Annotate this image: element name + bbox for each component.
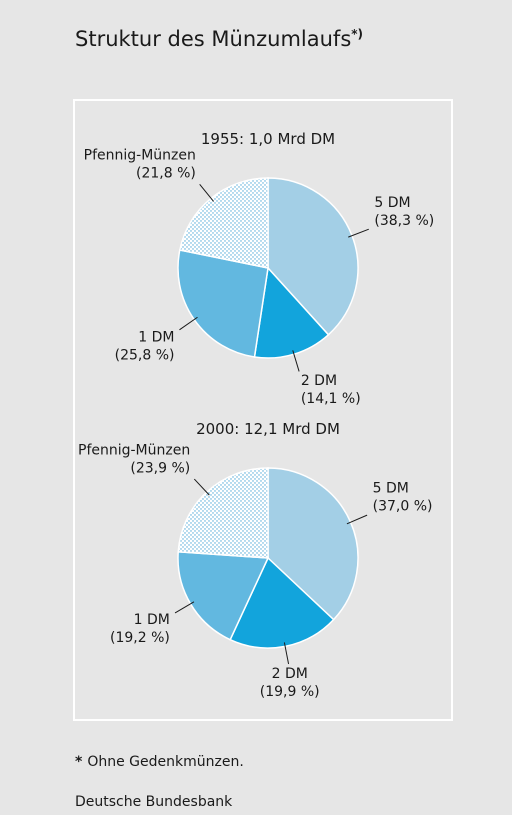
slice-label: 5 DM <box>374 195 410 211</box>
slice-value-label: (19,2 %) <box>110 630 170 646</box>
slice-label: 5 DM <box>373 481 409 497</box>
slice-value-label: (37,0 %) <box>373 499 433 515</box>
leader-line <box>179 316 198 331</box>
slice-label: 1 DM <box>138 329 174 345</box>
leader-line <box>199 184 214 202</box>
title: Struktur des Münzumlaufs*) <box>75 27 363 51</box>
panel-frame <box>73 99 453 721</box>
pie-title: 1955: 1,0 Mrd DM <box>201 130 335 148</box>
slice-value-label: (21,8 %) <box>136 166 196 182</box>
leader-line <box>283 642 290 665</box>
leader-line <box>348 228 369 238</box>
slice-label: 2 DM <box>272 666 308 682</box>
slice-label: Pfennig-Münzen <box>78 443 190 459</box>
leader-line <box>346 514 368 525</box>
slice-value-label: (25,8 %) <box>115 347 175 363</box>
pie-title: 2000: 12,1 Mrd DM <box>196 420 340 438</box>
slice-label: 2 DM <box>301 373 337 389</box>
leader-line <box>193 478 210 496</box>
slice-value-label: (14,1 %) <box>301 391 361 407</box>
leader-line <box>174 601 195 614</box>
slice-value-label: (38,3 %) <box>374 213 434 229</box>
slice-value-label: (19,9 %) <box>260 684 320 700</box>
footnote: * Ohne Gedenkmünzen. <box>75 754 244 770</box>
slice-label: Pfennig-Münzen <box>84 148 196 164</box>
source: Deutsche Bundesbank <box>75 794 233 810</box>
leader-line <box>292 350 300 372</box>
slice-value-label: (23,9 %) <box>130 461 190 477</box>
slice-label: 1 DM <box>134 612 170 628</box>
